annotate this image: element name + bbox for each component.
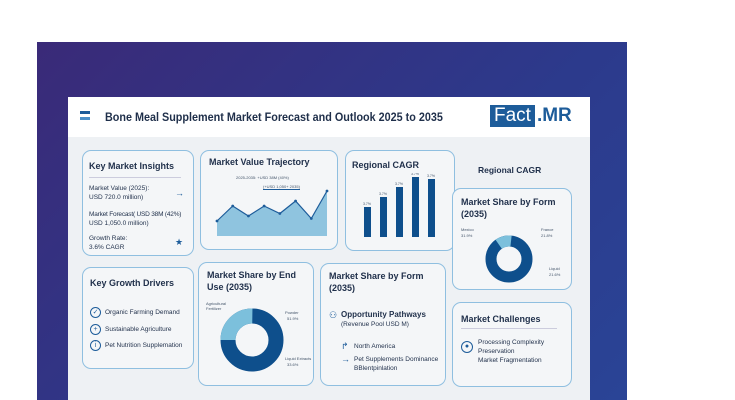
bar <box>428 179 435 237</box>
slice-value: 31.9% <box>461 233 473 238</box>
bar-label: 3.7% <box>379 192 387 196</box>
slice-value: 21.8% <box>541 233 553 238</box>
bar <box>364 207 371 237</box>
area-fill <box>217 191 327 236</box>
regional-outside-title: Regional CAGR <box>478 165 542 175</box>
form-right-title: Market Share by Form (2035) <box>461 197 556 219</box>
bar-label: 3.7% <box>427 174 435 178</box>
slice-label: Liquid Extracts <box>285 356 312 361</box>
end-use-box: Market Share by End Use (2035) Agricultu… <box>198 262 314 386</box>
insight-value: USD 1,050.0 million) <box>89 220 149 227</box>
opportunity-item: North America <box>354 343 396 350</box>
challenge-item: Preservation <box>478 348 515 355</box>
divider <box>461 328 557 329</box>
data-point <box>294 199 297 203</box>
slice-label: Mexico <box>461 227 474 232</box>
infographic: Bone Meal Supplement Market Forecast and… <box>68 97 590 400</box>
challenge-item: Processing Complexity <box>478 339 545 346</box>
plus-circle-icon: + <box>90 324 101 335</box>
info-circle-icon: i <box>90 340 101 351</box>
page-title: Bone Meal Supplement Market Forecast and… <box>105 110 443 124</box>
data-point <box>309 217 313 220</box>
people-icon: ⚇ <box>329 310 338 320</box>
arrow-right-icon: → <box>175 188 184 198</box>
trajectory-subtitle: 2025-2035: +USD 38M (40%) <box>236 175 289 180</box>
bar <box>412 177 419 237</box>
slice-mexico <box>485 235 533 283</box>
slice-value: 21.6% <box>549 272 561 277</box>
insight-value: USD 720.0 million) <box>89 194 144 201</box>
bar-label: 3.7% <box>395 182 403 186</box>
opportunity-item: BBlentpinlation <box>354 365 398 372</box>
drivers-box: Key Growth Drivers ✓ Organic Farming Dem… <box>82 267 194 369</box>
insights-title: Key Market Insights <box>89 161 175 171</box>
slice-agricultural <box>220 308 284 372</box>
trend-icon: ↱ <box>341 341 349 351</box>
driver-item: Pet Nutrition Supplemation <box>105 342 183 349</box>
logo: Fact .MR <box>490 105 572 127</box>
end-use-title: Market Share by End Use (2035) <box>207 270 297 292</box>
bar <box>396 187 403 237</box>
data-point <box>262 204 266 208</box>
data-point <box>215 219 219 223</box>
opportunity-item: Pet Supplements Dominance <box>354 356 439 363</box>
donut-form-right <box>485 235 533 283</box>
donut-end-use <box>220 308 284 372</box>
logo-left: Fact <box>490 105 535 127</box>
insight-label: Market Forecast( USD 38M (42%) <box>89 211 182 218</box>
bar-chart: 3.7% 3.7% 3.7% 3.7% 3.7% <box>363 173 435 237</box>
series-line <box>216 190 328 222</box>
slice-value: 51.9% <box>287 316 299 321</box>
bar <box>380 197 387 237</box>
challenges-title: Market Challenges <box>461 314 541 324</box>
regional-box: Regional CAGR 3.7% 3.7% 3.7% 3.7% 3.7% <box>345 150 455 251</box>
driver-item: Organic Farming Demand <box>105 309 180 316</box>
menu-icon <box>80 111 90 114</box>
form-mid-title: Market Share by Form (2035) <box>329 271 424 293</box>
divider <box>89 177 181 178</box>
data-point <box>231 204 235 208</box>
slice-value: 33.6% <box>287 362 299 367</box>
line-chart <box>215 189 329 236</box>
form-right-box: Market Share by Form (2035) Mexico 31.9%… <box>452 188 572 290</box>
check-circle-icon: ✓ <box>90 307 101 318</box>
trajectory-box: Market Value Trajectory 2025-2035: +USD … <box>200 150 338 250</box>
slice-label: Powder <box>285 310 299 315</box>
insight-label: Growth Rate: <box>89 235 128 242</box>
arrow-right-icon: → <box>341 354 350 364</box>
logo-right: .MR <box>536 105 572 126</box>
header: Bone Meal Supplement Market Forecast and… <box>68 97 590 137</box>
star-icon: ★ <box>175 237 184 247</box>
challenges-box: Market Challenges ● Processing Complexit… <box>452 302 572 387</box>
insight-value: 3.6% CAGR <box>89 244 125 251</box>
bar-label: 3.7% <box>363 202 371 206</box>
data-point <box>278 212 282 215</box>
insight-label: Market Value (2025): <box>89 185 150 192</box>
slice-label: Agricultural Fertilizer <box>206 301 227 311</box>
slice-label: Liquid <box>549 266 560 271</box>
person-icon: ● <box>461 341 473 353</box>
opportunity-title: Opportunity Pathways <box>341 310 426 319</box>
bar-label: 3.7% <box>411 173 419 176</box>
challenge-item: Market Fragmentation <box>478 357 542 364</box>
drivers-title: Key Growth Drivers <box>90 278 175 288</box>
opportunity-subtitle: (Revenue Pool USD M) <box>341 321 409 328</box>
insights-box: Key Market Insights Market Value (2025):… <box>82 150 194 256</box>
trajectory-title: Market Value Trajectory <box>209 157 310 167</box>
slice-label: France <box>541 227 554 232</box>
regional-title: Regional CAGR <box>352 160 420 170</box>
form-mid-box: Market Share by Form (2035) ⚇ Opportunit… <box>320 263 446 386</box>
driver-item: Sustainable Agriculture <box>105 326 172 333</box>
data-point <box>247 214 250 218</box>
trajectory-annotation: (+USD 1,050+ 2035) <box>263 184 300 190</box>
data-point <box>325 189 329 193</box>
